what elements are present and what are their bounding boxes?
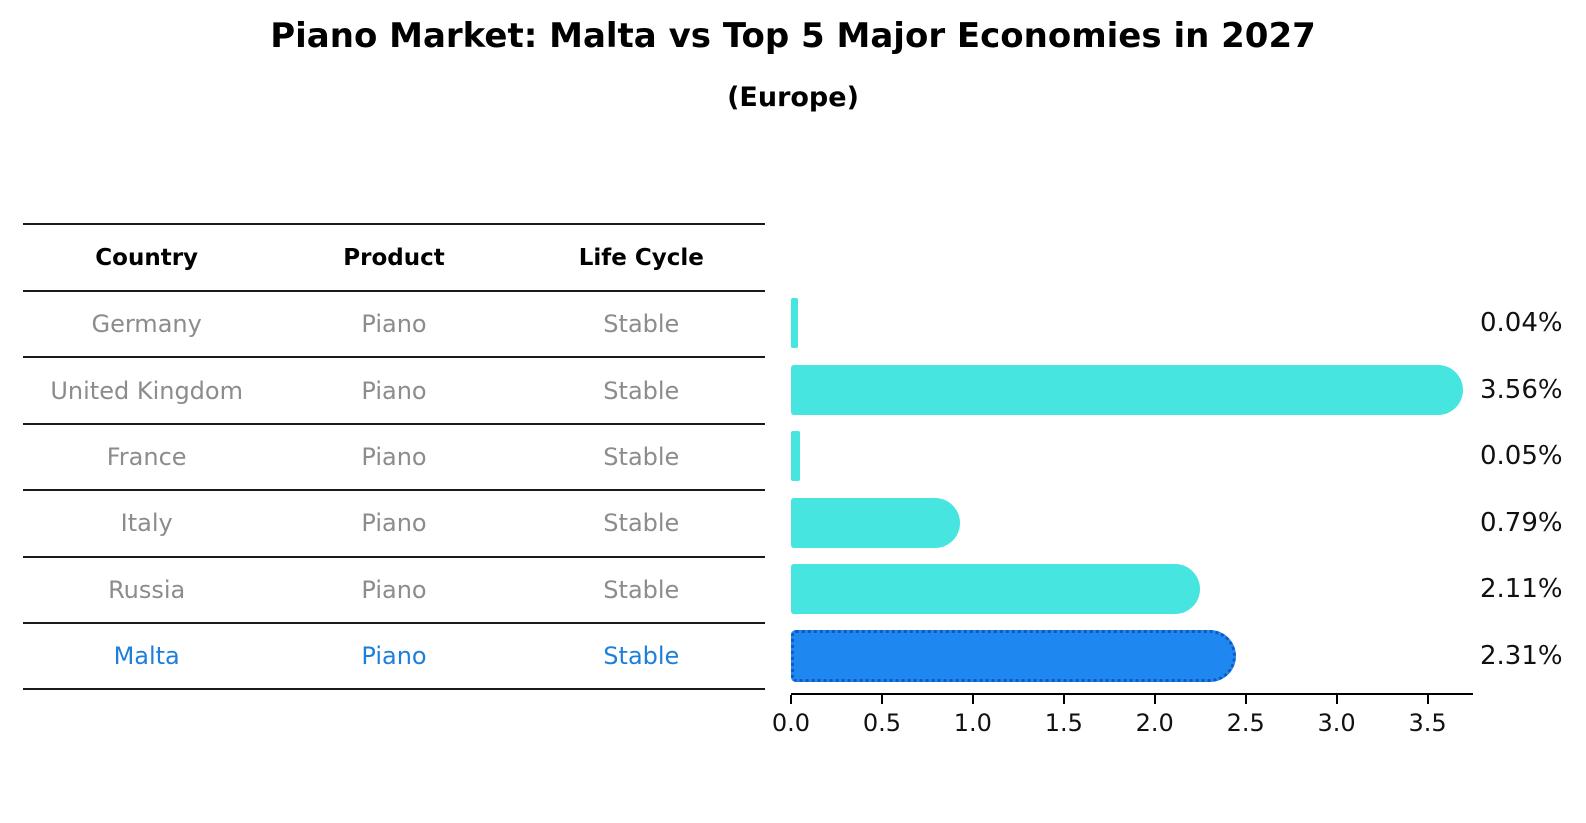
bar-germany — [791, 298, 798, 349]
x-axis-tick-mark — [1153, 695, 1156, 704]
x-axis-tick-mark — [790, 695, 792, 704]
chart-title: Piano Market: Malta vs Top 5 Major Econo… — [270, 16, 1316, 56]
x-axis-tick-mark — [1244, 695, 1247, 704]
table-cell-country: Germany — [91, 310, 202, 339]
table-cell-country: Italy — [120, 509, 173, 538]
bar-united-kingdom — [791, 364, 1463, 415]
bar-row — [791, 556, 1473, 623]
table-row: Italy Piano Stable — [23, 491, 765, 558]
x-axis-tick-label: 3.5 — [1408, 709, 1447, 737]
x-axis-tick-mark — [1335, 695, 1338, 704]
x-axis-tick-label: 0.5 — [862, 709, 901, 737]
value-label: 2.11% — [1480, 574, 1563, 605]
table-cell-product: Piano — [361, 575, 427, 604]
bar-row — [791, 423, 1473, 490]
bar-row — [791, 357, 1473, 424]
value-label-row: 2.11% — [1480, 556, 1586, 623]
table-cell-country: Russia — [108, 575, 186, 604]
x-axis-tick-label: 1.0 — [953, 709, 992, 737]
table-row: Germany Piano Stable — [23, 292, 765, 359]
table-cell-country: Malta — [113, 642, 180, 671]
x-axis-tick-label: 2.5 — [1226, 709, 1265, 737]
table-row: France Piano Stable — [23, 425, 765, 492]
x-axis-tick-mark — [971, 695, 974, 704]
bar-malta — [791, 629, 1236, 682]
x-axis-tick-mark — [880, 695, 883, 704]
x-axis-tick-label: 0.0 — [771, 709, 811, 737]
table-cell-life-cycle: Stable — [603, 310, 680, 339]
bar-italy — [791, 497, 960, 548]
table-cell-product: Piano — [361, 442, 427, 471]
table-header-row: Country Product Life Cycle — [23, 225, 765, 292]
country-table: Country Product Life Cycle Germany Piano S… — [23, 223, 765, 691]
table-row: Russia Piano Stable — [23, 558, 765, 624]
value-label: 2.31% — [1480, 640, 1563, 671]
table-cell-life-cycle: Stable — [603, 642, 680, 671]
chart-subtitle: (Europe) — [727, 82, 859, 113]
table-cell-country: United Kingdom — [50, 376, 243, 405]
x-axis-tick-mark — [1426, 695, 1429, 704]
value-labels: 0.04% 3.56% 0.05% 0.79% 2.11% 2.31% — [1480, 290, 1586, 689]
table-cell-product: Piano — [361, 376, 427, 405]
value-label-row: 2.31% — [1480, 623, 1586, 690]
bar-plot-area — [791, 290, 1473, 689]
value-label: 3.56% — [1480, 374, 1563, 405]
bar-row — [791, 623, 1473, 690]
table-cell-life-cycle: Stable — [603, 376, 680, 405]
table-header-country: Country — [95, 244, 199, 271]
value-label-row: 3.56% — [1480, 357, 1586, 424]
table-header-life-cycle: Life Cycle — [578, 244, 704, 271]
x-axis-tick-mark — [1062, 695, 1065, 704]
bar-row — [791, 490, 1473, 557]
value-label-row: 0.04% — [1480, 290, 1586, 357]
table-cell-product: Piano — [361, 509, 427, 538]
bar-row — [791, 290, 1473, 357]
table-cell-product: Piano — [361, 310, 427, 339]
value-label-row: 0.05% — [1480, 423, 1586, 490]
bar-france — [791, 431, 800, 482]
value-label: 0.04% — [1480, 308, 1563, 339]
x-axis-tick-label: 3.0 — [1317, 709, 1356, 737]
table-cell-product: Piano — [361, 642, 427, 671]
value-label: 0.05% — [1480, 441, 1563, 472]
table-header-product: Product — [343, 244, 445, 271]
table-cell-country: France — [106, 442, 187, 471]
table-cell-life-cycle: Stable — [603, 442, 680, 471]
x-axis-ticks: 0.0 0.5 1.0 1.5 2.0 2.5 3.0 3.5 — [772, 695, 1473, 740]
x-axis-tick-label: 2.0 — [1135, 709, 1174, 737]
table-row: United Kingdom Piano Stable — [23, 358, 765, 425]
value-label: 0.79% — [1480, 507, 1563, 538]
bar-russia — [791, 564, 1200, 615]
x-axis-line — [791, 693, 1473, 695]
table-cell-life-cycle: Stable — [603, 509, 680, 538]
table-cell-life-cycle: Stable — [603, 575, 680, 604]
x-axis-tick-label: 1.5 — [1044, 709, 1083, 737]
table-row: Malta Piano Stable — [23, 624, 765, 691]
value-label-row: 0.79% — [1480, 490, 1586, 557]
